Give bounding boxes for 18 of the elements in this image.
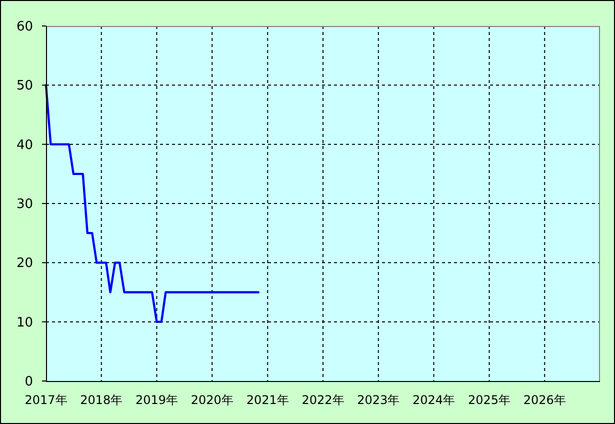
y-tick-label: 40	[16, 138, 33, 153]
y-tick-label: 30	[16, 197, 33, 212]
x-tick-label: 2020年	[190, 393, 234, 408]
x-tick-label: 2023年	[357, 393, 400, 408]
x-tick-label: 2021年	[246, 393, 289, 408]
x-tick-label: 2018年	[80, 393, 123, 408]
y-tick-label: 50	[16, 78, 33, 94]
x-tick-label: 2019年	[135, 393, 178, 408]
x-tick-label: 2024年	[412, 393, 456, 408]
y-tick-label: 60	[16, 20, 33, 35]
line-series	[44, 84, 260, 323]
x-tick-label: 2022年	[302, 393, 344, 408]
y-tick-label: 0	[24, 374, 33, 390]
x-tick-label: 2025年	[468, 393, 511, 408]
y-tick-label: 10	[16, 315, 33, 330]
y-tick-label: 20	[16, 256, 33, 272]
x-tick-label: 2026年	[523, 393, 566, 408]
x-tick-label: 2017年	[24, 393, 68, 408]
